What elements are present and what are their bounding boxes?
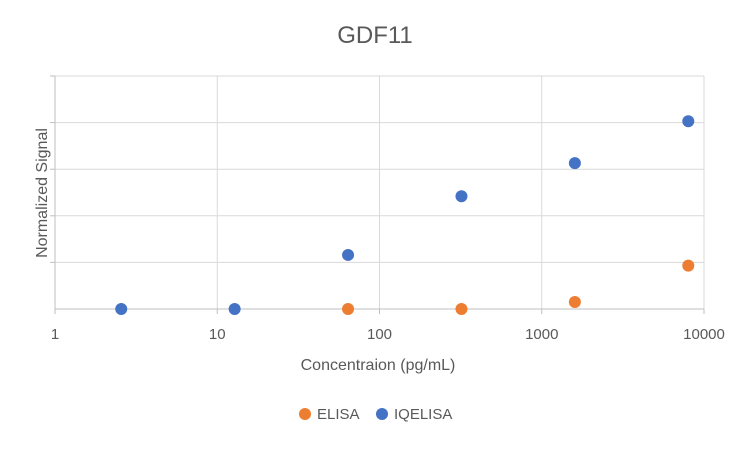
x-tick-label: 1000 — [525, 326, 558, 343]
legend-marker — [299, 408, 311, 420]
data-point-elisa — [682, 259, 695, 272]
data-point-iqelisa — [682, 115, 695, 128]
data-point-iqelisa — [342, 248, 355, 261]
legend-label: ELISA — [317, 406, 360, 423]
tick-labels: 1 10 100 1000 10000 — [51, 326, 725, 343]
legend-marker — [376, 408, 388, 420]
y-axis-label: Normalized Signal — [34, 128, 51, 258]
grid — [55, 75, 705, 309]
x-axis-label: Concentraion (pg/mL) — [301, 357, 456, 374]
legend-item-iqelisa: IQELISA — [376, 406, 452, 423]
data-point-elisa — [568, 296, 581, 309]
x-tick-label: 1 — [51, 326, 59, 343]
data-point-iqelisa — [115, 303, 128, 315]
data-point-iqelisa — [228, 303, 241, 315]
data-point-iqelisa — [568, 157, 581, 170]
axes — [50, 75, 705, 314]
chart-title: GDF11 — [337, 22, 413, 49]
x-tick-label: 10000 — [683, 326, 725, 343]
x-tick-label: 100 — [367, 326, 392, 343]
legend-item-elisa: ELISA — [299, 406, 360, 423]
data-point-elisa — [455, 303, 468, 315]
legend-label: IQELISA — [394, 406, 452, 423]
data-points — [115, 115, 695, 315]
x-tick-label: 10 — [209, 326, 226, 343]
legend: ELISA IQELISA — [299, 406, 452, 423]
data-point-elisa — [342, 303, 355, 315]
data-point-iqelisa — [455, 190, 468, 203]
